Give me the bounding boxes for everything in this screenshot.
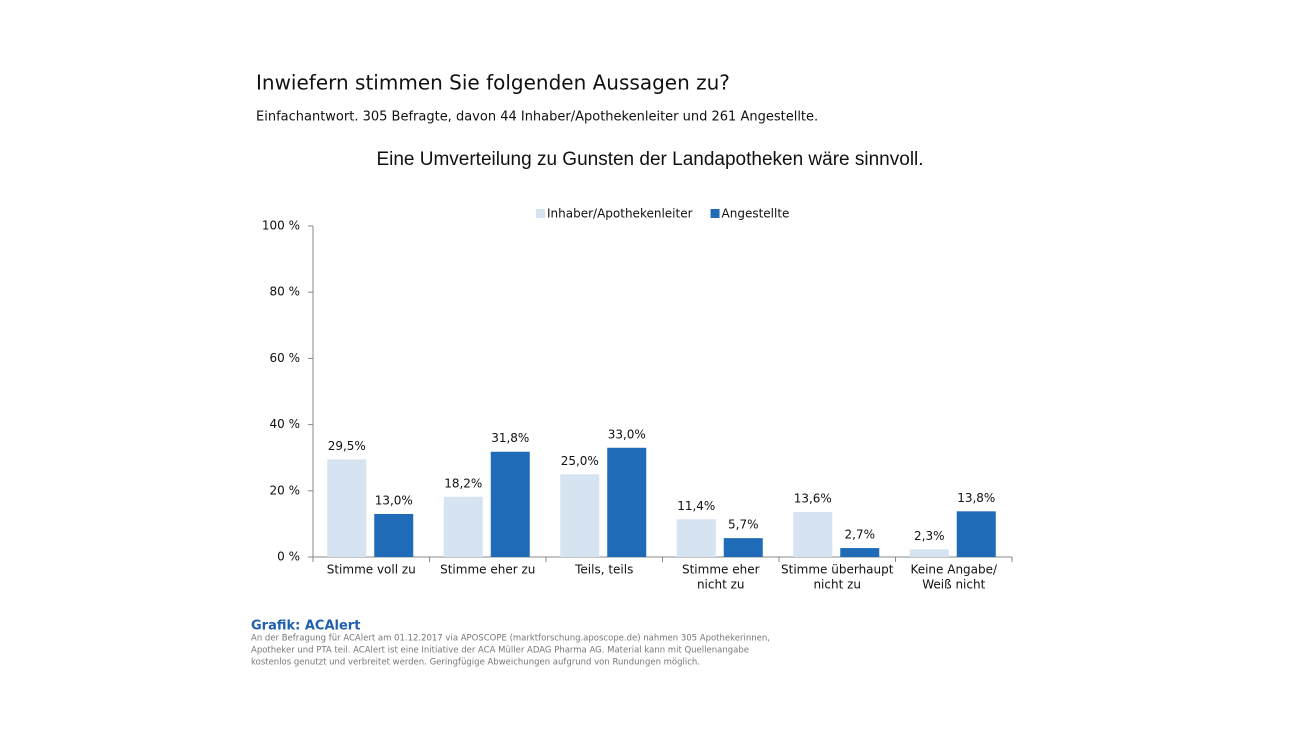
x-tick-label: nicht zu — [813, 578, 861, 592]
value-label: 29,5% — [328, 439, 366, 453]
bar — [490, 451, 530, 557]
bar — [374, 513, 414, 557]
legend-label: Inhaber/Apothekenleiter — [547, 207, 693, 221]
x-tick-label: Teils, teils — [574, 563, 633, 577]
bar — [909, 549, 949, 557]
bar — [793, 511, 833, 557]
value-label: 31,8% — [491, 431, 529, 445]
x-tick-label: Keine Angabe/ — [910, 563, 998, 577]
footnote: Apotheker und PTA teil. ACAlert ist eine… — [251, 646, 749, 656]
source: Grafik: ACAlert — [251, 619, 360, 634]
chart-title: Eine Umverteilung zu Gunsten der Landapo… — [376, 149, 923, 170]
value-label: 25,0% — [561, 454, 599, 468]
x-tick-label: Stimme überhaupt — [781, 563, 894, 577]
y-tick-label: 80 % — [270, 285, 301, 299]
bar — [607, 447, 647, 557]
value-label: 2,7% — [845, 528, 876, 542]
value-label: 11,4% — [677, 499, 715, 513]
page-subtitle: Einfachantwort. 305 Befragte, davon 44 I… — [256, 110, 818, 125]
footnote: kostenlos genutzt und verbreitet werden.… — [251, 658, 700, 668]
legend-swatch — [710, 209, 720, 218]
y-tick-label: 0 % — [277, 550, 300, 564]
y-tick-label: 40 % — [270, 417, 301, 431]
legend-label: Angestellte — [722, 207, 790, 221]
legend-swatch — [536, 209, 545, 218]
bar — [676, 519, 716, 557]
page-title: Inwiefern stimmen Sie folgenden Aussagen… — [256, 71, 730, 95]
bar — [443, 496, 483, 557]
footnote: An der Befragung für ACAlert am 01.12.20… — [251, 634, 770, 644]
value-label: 13,0% — [375, 493, 413, 507]
y-tick-label: 100 % — [262, 219, 300, 233]
x-tick-label: Stimme eher zu — [440, 563, 535, 577]
bar — [956, 511, 996, 557]
y-tick-label: 60 % — [270, 351, 301, 365]
bar — [560, 474, 600, 557]
value-label: 13,6% — [794, 491, 832, 505]
value-label: 5,7% — [728, 518, 759, 532]
value-label: 18,2% — [444, 476, 482, 490]
bar — [723, 538, 763, 557]
value-label: 13,8% — [957, 491, 995, 505]
x-tick-label: Weiß nicht — [922, 578, 985, 592]
bar — [840, 548, 880, 557]
value-label: 2,3% — [914, 529, 945, 543]
x-tick-label: Stimme voll zu — [327, 563, 416, 577]
value-label: 33,0% — [608, 427, 646, 441]
x-tick-label: Stimme eher — [682, 563, 760, 577]
x-tick-label: nicht zu — [697, 578, 745, 592]
y-tick-label: 20 % — [270, 483, 301, 497]
bar — [327, 459, 367, 557]
